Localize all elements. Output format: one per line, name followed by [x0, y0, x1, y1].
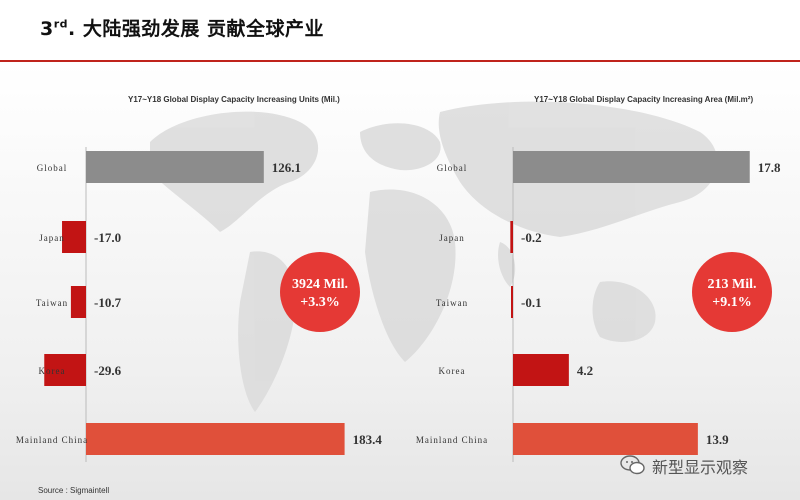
bar-mainland-china — [86, 423, 345, 455]
wechat-icon — [620, 455, 645, 475]
value-label: -29.6 — [94, 363, 122, 378]
watermark-text: 新型显示观察 — [652, 458, 749, 477]
value-label: 126.1 — [272, 160, 301, 175]
value-label: 4.2 — [577, 363, 593, 378]
badge-growth: +3.3% — [300, 295, 339, 310]
chart-area: Global 17.8 Japan -0.2 Taiwan -0.1 Korea 4.2 Mai… — [416, 147, 781, 462]
category-label: Mainland China — [16, 435, 88, 445]
value-label: 183.4 — [353, 432, 383, 447]
value-label: -0.1 — [521, 295, 542, 310]
bar-korea — [513, 354, 569, 386]
chart-units: Global 126.1 Japan -17.0 Taiwan -10.7 Korea -29… — [16, 147, 383, 462]
value-label: 13.9 — [706, 432, 729, 447]
category-label: Korea — [39, 366, 66, 376]
bar-taiwan — [511, 286, 513, 318]
total-badge — [692, 252, 772, 332]
bar-global — [86, 151, 264, 183]
chart-units-title: Y17~Y18 Global Display Capacity Increasi… — [128, 95, 340, 104]
badge-total: 213 Mil. — [708, 277, 757, 292]
category-label: Japan — [439, 233, 465, 243]
source-note: Source : Sigmaintell — [38, 486, 110, 495]
value-label: 17.8 — [758, 160, 781, 175]
value-label: -0.2 — [521, 230, 542, 245]
bar-mainland-china — [513, 423, 698, 455]
category-label: Taiwan — [436, 298, 468, 308]
watermark: 新型显示观察 — [620, 452, 790, 478]
category-label: Global — [437, 163, 468, 173]
chart-area-title-text: Y17~Y18 Global Display Capacity Increasi… — [534, 95, 754, 104]
page-title: 3rd. 大陆强劲发展 贡献全球产业 — [40, 17, 324, 40]
header: 3rd. 大陆强劲发展 贡献全球产业 — [0, 0, 800, 58]
bar-taiwan — [70, 286, 86, 318]
bar-japan — [62, 221, 86, 253]
chart-area-title: Y17~Y18 Global Display Capacity Increasi… — [534, 95, 753, 104]
badge-total: 3924 Mil. — [292, 277, 348, 292]
value-label: -17.0 — [94, 230, 121, 245]
badge-growth: +9.1% — [712, 295, 751, 310]
category-label: Mainland China — [416, 435, 488, 445]
total-badge — [280, 252, 360, 332]
category-label: Korea — [439, 366, 466, 376]
category-label: Japan — [39, 233, 65, 243]
value-label: -10.7 — [94, 295, 122, 310]
category-label: Global — [37, 163, 68, 173]
bar-global — [513, 151, 750, 183]
header-divider — [0, 60, 800, 62]
bar-japan — [510, 221, 513, 253]
bar-korea — [44, 354, 86, 386]
category-label: Taiwan — [36, 298, 68, 308]
